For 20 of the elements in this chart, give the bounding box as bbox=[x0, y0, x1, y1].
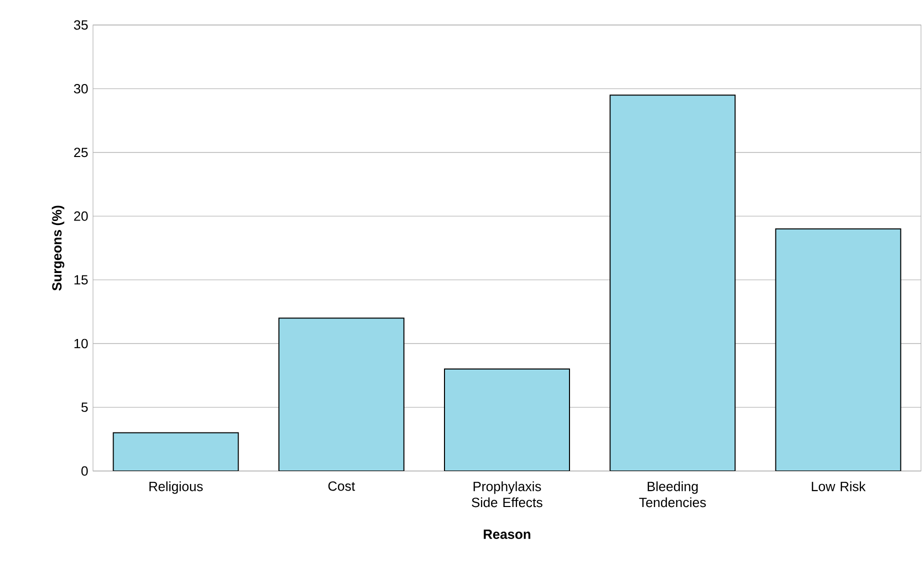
y-tick-label: 0 bbox=[81, 466, 88, 476]
y-tick-label: 5 bbox=[81, 402, 88, 412]
y-tick-label: 30 bbox=[74, 84, 88, 94]
x-tick-label: Prophylaxis Side Effects bbox=[472, 481, 542, 508]
bar bbox=[775, 228, 902, 471]
x-axis-title: Reason bbox=[484, 530, 530, 539]
bar bbox=[610, 94, 736, 471]
x-tick-label: Religious bbox=[149, 481, 203, 494]
bar bbox=[278, 318, 404, 471]
y-tick-label: 35 bbox=[74, 20, 88, 30]
y-tick-label: 15 bbox=[74, 275, 88, 285]
y-tick-label: 10 bbox=[74, 338, 88, 348]
y-tick-label: 25 bbox=[74, 148, 88, 158]
x-tick-label: Bleeding Tendencies bbox=[639, 481, 706, 508]
bar bbox=[112, 432, 239, 471]
x-tick-label: Cost bbox=[328, 481, 356, 491]
x-tick-label: Low Risk bbox=[812, 481, 866, 492]
y-tick-label: 20 bbox=[74, 211, 88, 221]
y-axis-title: Surgeons (%) bbox=[52, 206, 64, 291]
bar bbox=[444, 368, 570, 471]
